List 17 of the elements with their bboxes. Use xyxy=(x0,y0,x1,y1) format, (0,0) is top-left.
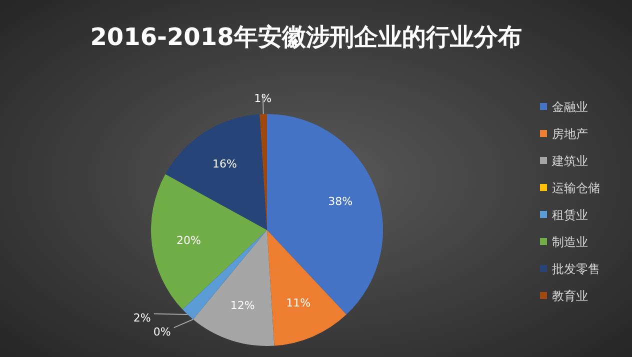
data-label: 38% xyxy=(328,194,353,208)
data-label: 1% xyxy=(254,92,272,106)
legend-label: 租赁业 xyxy=(552,208,588,222)
legend-label: 教育业 xyxy=(552,289,588,303)
legend-label: 批发零售 xyxy=(552,262,600,276)
legend-label: 运输仓储 xyxy=(552,181,600,195)
legend-label: 房地产 xyxy=(552,127,588,141)
data-label: 20% xyxy=(176,234,201,247)
legend-label: 建筑业 xyxy=(551,154,588,168)
data-label: 12% xyxy=(230,299,255,312)
legend-label: 金融业 xyxy=(552,100,588,114)
chart-title: 2016-2018年安徽涉刑企业的行业分布 xyxy=(90,23,522,51)
legend-label: 制造业 xyxy=(552,235,588,249)
data-label: 11% xyxy=(286,296,311,310)
text: 0% xyxy=(153,326,171,339)
data-label: 16% xyxy=(212,157,237,170)
data-label: 2% xyxy=(133,312,151,325)
